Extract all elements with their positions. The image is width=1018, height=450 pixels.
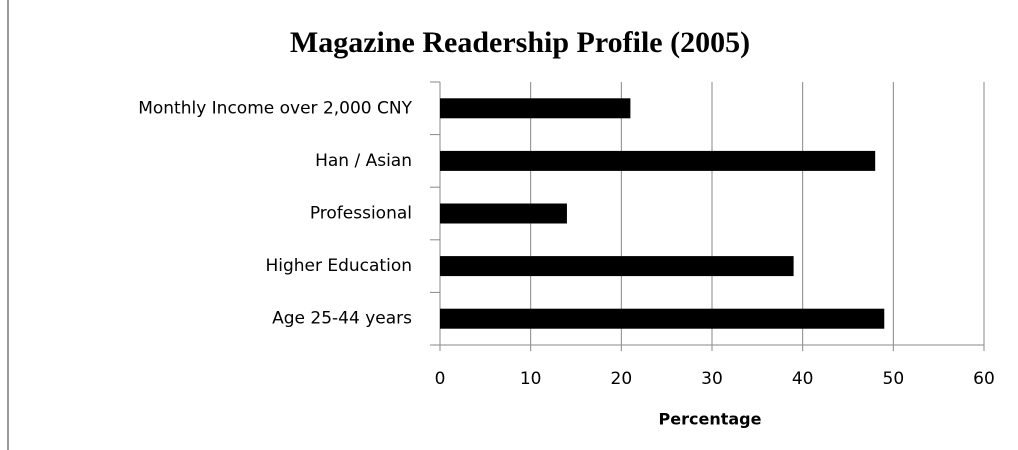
y-tick-label: Han / Asian [315, 151, 412, 171]
bar [440, 150, 876, 171]
bar [440, 203, 567, 224]
x-tick-label: 20 [611, 369, 633, 389]
bar [440, 98, 631, 119]
x-tick-label: 0 [435, 369, 446, 389]
chart-title: Magazine Readership Profile (2005) [290, 26, 750, 59]
x-tick-label: 50 [883, 369, 905, 389]
y-tick-label: Age 25-44 years [272, 309, 412, 329]
x-axis-label: Percentage [659, 410, 762, 429]
y-tick-label: Higher Education [265, 256, 412, 276]
x-tick-label: 10 [520, 369, 542, 389]
x-tick-label: 40 [792, 369, 814, 389]
bar [440, 308, 885, 329]
y-tick-label: Professional [310, 204, 412, 224]
x-tick-label: 60 [973, 369, 995, 389]
x-tick-label: 30 [701, 369, 723, 389]
bar [440, 256, 794, 277]
y-tick-label: Monthly Income over 2,000 CNY [138, 98, 412, 118]
